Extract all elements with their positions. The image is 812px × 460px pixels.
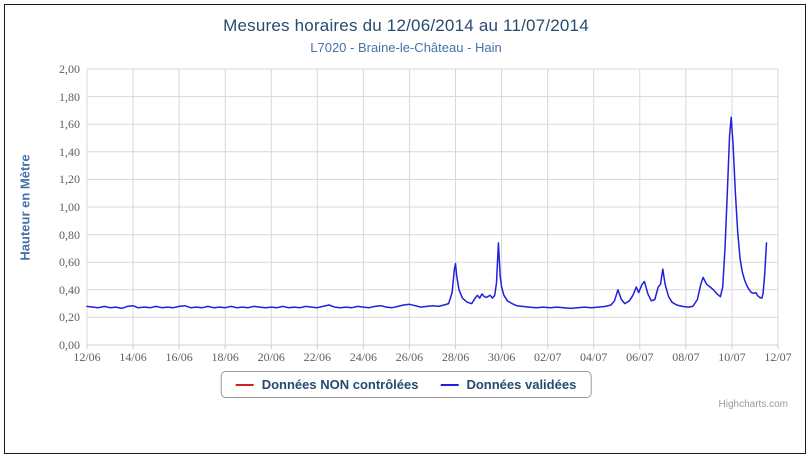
y-axis-label: 2,00: [59, 62, 80, 76]
y-axis-label: 1,60: [59, 117, 80, 132]
y-axis-label: 1,20: [59, 172, 80, 187]
y-axis-label: 0,60: [59, 255, 80, 270]
y-axis-label: 1,40: [59, 144, 80, 159]
x-axis-label: 20/06: [257, 350, 285, 364]
x-axis-label: 24/06: [349, 350, 378, 364]
highcharts-credits-link[interactable]: Highcharts.com: [718, 399, 788, 410]
y-axis-label: 0,80: [59, 227, 80, 242]
y-axis-label: 1,80: [59, 89, 80, 104]
legend-item-donnees-non-controlees[interactable]: Données NON contrôlées: [235, 377, 419, 392]
x-axis-label: 10/07: [718, 350, 746, 364]
chart-subtitle: L7020 - Braine-le-Château - Hain: [310, 40, 502, 55]
series-line-validees: [86, 116, 768, 310]
x-axis-label: 26/06: [395, 350, 424, 364]
blue-line-marker-icon: [440, 383, 459, 386]
x-axis-label: 08/07: [672, 350, 700, 364]
y-axis-label: 1,00: [59, 200, 80, 214]
x-axis-label: 18/06: [211, 350, 239, 364]
x-axis-label: 12/07: [764, 350, 792, 364]
y-axis-label: 0,40: [59, 282, 80, 297]
x-axis-label: 22/06: [303, 350, 331, 364]
legend: Données NON contrôlées Données validées: [220, 371, 592, 398]
red-line-marker-icon: [235, 383, 254, 386]
y-axis-label: 0,00: [59, 338, 80, 352]
chart-title: Mesures horaires du 12/06/2014 au 11/07/…: [223, 16, 589, 35]
legend-label: Données NON contrôlées: [261, 377, 419, 392]
x-axis-label: 12/06: [73, 350, 101, 364]
x-axis-label: 30/06: [487, 350, 516, 364]
x-axis-label: 28/06: [441, 350, 470, 364]
x-axis-label: 06/07: [626, 350, 654, 364]
x-axis-label: 16/06: [165, 350, 193, 364]
legend-label: Données validées: [466, 377, 577, 392]
y-axis-label: 0,20: [59, 310, 80, 325]
legend-item-donnees-validees[interactable]: Données validées: [440, 377, 576, 392]
x-axis-label: 14/06: [119, 350, 147, 364]
x-axis-label: 02/07: [533, 350, 562, 364]
x-axis-label: 04/07: [580, 350, 608, 364]
